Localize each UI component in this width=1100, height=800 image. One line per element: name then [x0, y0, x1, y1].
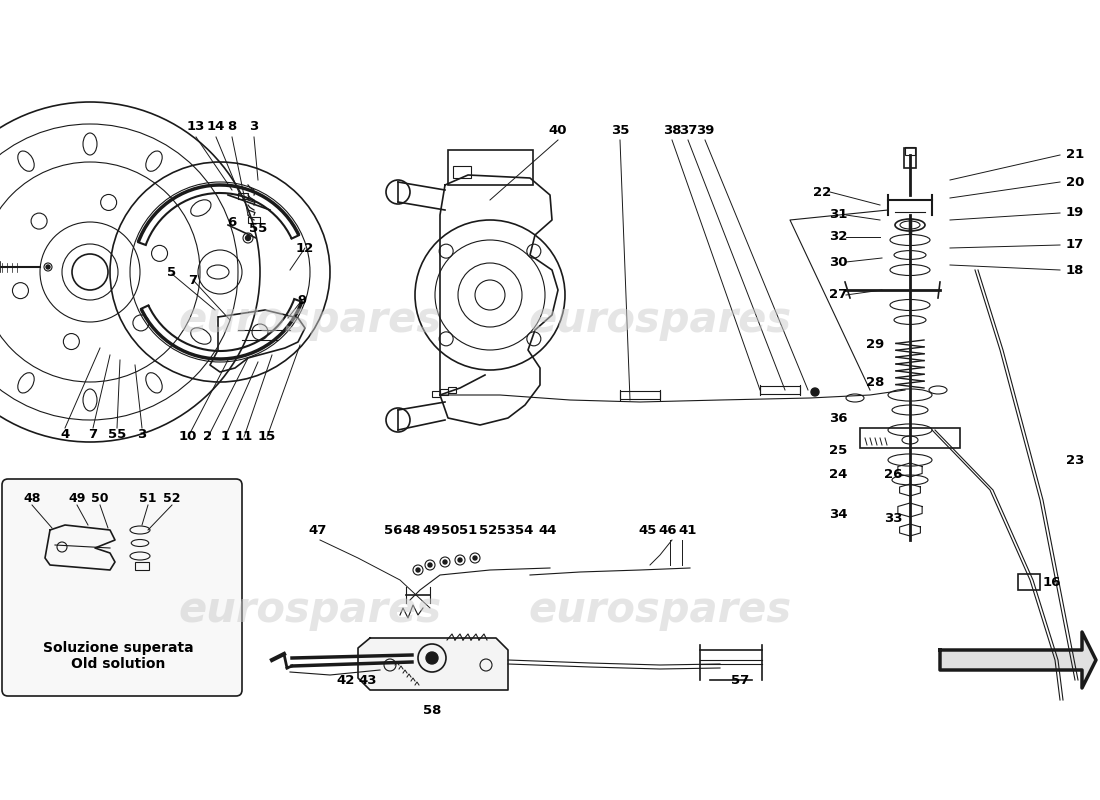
Text: 48: 48 [403, 523, 421, 537]
Text: Old solution: Old solution [70, 657, 165, 671]
Bar [905, 147, 915, 155]
Text: eurospares: eurospares [178, 589, 441, 631]
Text: 49: 49 [68, 491, 86, 505]
Text: 42: 42 [337, 674, 355, 686]
Circle shape [811, 388, 819, 396]
FancyBboxPatch shape [2, 479, 242, 696]
Text: 14: 14 [207, 121, 226, 134]
Polygon shape [940, 632, 1096, 688]
Bar [448, 387, 456, 393]
Text: 38: 38 [662, 123, 681, 137]
Text: eurospares: eurospares [528, 299, 792, 341]
Text: 1: 1 [220, 430, 230, 443]
Text: 16: 16 [1043, 575, 1062, 589]
Bar [432, 391, 440, 397]
Circle shape [458, 558, 462, 562]
Text: 29: 29 [866, 338, 884, 351]
Text: 30: 30 [828, 255, 847, 269]
Text: 20: 20 [1066, 175, 1085, 189]
Text: 41: 41 [679, 523, 697, 537]
Text: 17: 17 [1066, 238, 1085, 251]
Text: 11: 11 [235, 430, 253, 443]
Text: eurospares: eurospares [178, 299, 441, 341]
Text: 49: 49 [422, 523, 441, 537]
Circle shape [245, 235, 251, 241]
Text: 53: 53 [497, 523, 515, 537]
Text: 52: 52 [163, 491, 180, 505]
Text: 43: 43 [359, 674, 377, 686]
Bar [620, 391, 660, 399]
Text: 7: 7 [88, 429, 98, 442]
Circle shape [443, 560, 447, 564]
Text: 22: 22 [813, 186, 832, 198]
Bar [238, 193, 248, 199]
Polygon shape [358, 638, 508, 690]
Text: 34: 34 [828, 509, 847, 522]
Text: 55: 55 [108, 429, 126, 442]
Text: 3: 3 [138, 429, 146, 442]
Text: 37: 37 [679, 123, 697, 137]
Text: 24: 24 [828, 467, 847, 481]
Text: 21: 21 [1066, 149, 1085, 162]
Circle shape [46, 265, 50, 269]
Text: 15: 15 [257, 430, 276, 443]
Text: 12: 12 [296, 242, 315, 254]
Text: 5: 5 [167, 266, 177, 278]
Text: 7: 7 [188, 274, 198, 286]
Bar [904, 148, 916, 168]
Bar [860, 428, 960, 448]
Text: 50: 50 [441, 523, 459, 537]
Text: 19: 19 [1066, 206, 1085, 219]
Text: 55: 55 [249, 222, 267, 234]
Text: 31: 31 [828, 209, 847, 222]
Bar [248, 217, 260, 223]
Text: 58: 58 [422, 703, 441, 717]
Text: 39: 39 [696, 123, 714, 137]
Text: 26: 26 [883, 469, 902, 482]
Text: 8: 8 [228, 121, 236, 134]
Text: 3: 3 [250, 121, 258, 134]
Text: 54: 54 [515, 523, 534, 537]
Text: 9: 9 [297, 294, 307, 306]
Text: 32: 32 [828, 230, 847, 243]
Bar [135, 562, 149, 570]
Text: eurospares: eurospares [528, 589, 792, 631]
Circle shape [428, 563, 432, 567]
Text: 13: 13 [187, 121, 206, 134]
Text: 33: 33 [883, 511, 902, 525]
Bar [760, 386, 800, 394]
Bar [440, 389, 448, 395]
Bar [448, 150, 534, 185]
Text: 46: 46 [659, 523, 678, 537]
Text: 57: 57 [730, 674, 749, 686]
Text: 35: 35 [610, 123, 629, 137]
Circle shape [416, 568, 420, 572]
Bar [1018, 574, 1040, 590]
Circle shape [426, 652, 438, 664]
Text: 51: 51 [459, 523, 477, 537]
Text: 28: 28 [866, 375, 884, 389]
Text: 45: 45 [639, 523, 657, 537]
Text: 25: 25 [829, 443, 847, 457]
Text: 52: 52 [478, 523, 497, 537]
Text: 44: 44 [539, 523, 558, 537]
Bar [453, 166, 471, 178]
Circle shape [473, 556, 477, 560]
Text: 27: 27 [829, 289, 847, 302]
Text: 10: 10 [179, 430, 197, 443]
Text: 50: 50 [91, 491, 109, 505]
Text: 51: 51 [140, 491, 156, 505]
Text: 18: 18 [1066, 263, 1085, 277]
Text: 6: 6 [228, 215, 236, 229]
Text: 56: 56 [384, 523, 403, 537]
Text: 36: 36 [828, 411, 847, 425]
Text: 2: 2 [204, 430, 212, 443]
Text: 48: 48 [23, 491, 41, 505]
Text: 23: 23 [1066, 454, 1085, 466]
Text: Soluzione superata: Soluzione superata [43, 641, 194, 655]
Text: 4: 4 [60, 429, 69, 442]
Text: 47: 47 [309, 523, 327, 537]
Text: 40: 40 [549, 123, 568, 137]
